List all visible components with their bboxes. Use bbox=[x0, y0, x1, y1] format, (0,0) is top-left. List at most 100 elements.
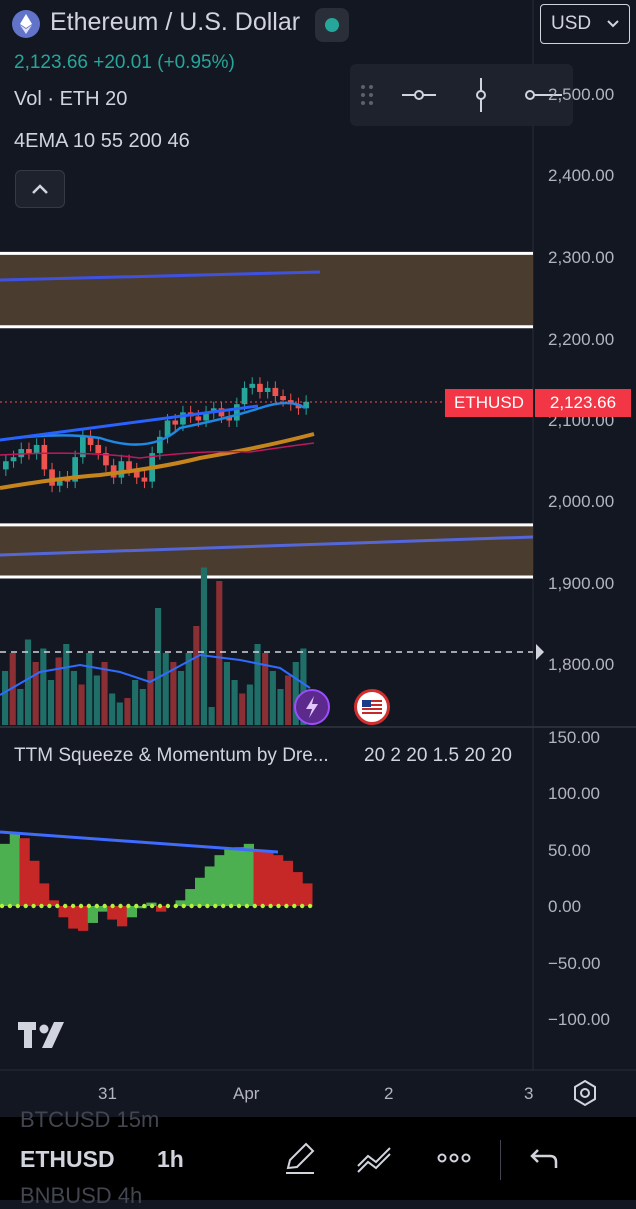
squeeze-dot bbox=[0, 903, 5, 909]
candle-body bbox=[195, 416, 202, 421]
indicator-title[interactable]: TTM Squeeze & Momentum by Dre... bbox=[14, 745, 329, 766]
momentum-bar bbox=[136, 906, 147, 909]
momentum-bar bbox=[243, 843, 254, 906]
candle-body bbox=[72, 457, 78, 482]
price-change-percent: (+0.95%) bbox=[157, 52, 235, 73]
squeeze-dot bbox=[284, 903, 289, 909]
squeeze-dot bbox=[189, 903, 194, 909]
volume-bar bbox=[262, 653, 269, 725]
volume-bar bbox=[292, 662, 299, 725]
momentum-bar bbox=[48, 900, 59, 906]
squeeze-dot bbox=[142, 903, 147, 909]
squeeze-dot bbox=[300, 903, 305, 909]
volume-bar bbox=[170, 662, 177, 725]
momentum-divergence-line bbox=[0, 830, 279, 854]
horizontal-ray-icon[interactable] bbox=[516, 74, 570, 116]
candle-body bbox=[10, 457, 17, 462]
squeeze-dot bbox=[276, 903, 281, 909]
volume-bar bbox=[109, 693, 116, 725]
time-axis-label: 3 bbox=[524, 1084, 534, 1103]
momentum-bar bbox=[214, 855, 225, 906]
chevron-down-icon bbox=[607, 20, 619, 28]
candle-body bbox=[234, 404, 240, 421]
indicator-params: 20 2 20 1.5 20 20 bbox=[364, 745, 512, 766]
squeeze-dot bbox=[78, 903, 84, 909]
momentum-bar bbox=[68, 906, 79, 929]
ema-10-line bbox=[0, 401, 306, 446]
candle-body bbox=[33, 444, 40, 454]
volume-bar bbox=[300, 648, 307, 725]
volume-ma-line bbox=[0, 653, 311, 696]
axis-price-tag: 2,123.66 bbox=[535, 389, 631, 417]
squeeze-dot bbox=[31, 903, 36, 909]
more-icon[interactable] bbox=[434, 1138, 474, 1178]
watchlist-ghost-item: BNBUSD 4h bbox=[20, 1183, 143, 1208]
price-readout: 2,123.66 +20.01 (+0.95%) bbox=[14, 52, 235, 74]
price-axis-label: 2,000.00 bbox=[548, 492, 615, 511]
ethereum-icon bbox=[12, 10, 40, 38]
chart-canvas[interactable] bbox=[0, 0, 636, 1117]
volume-bar bbox=[101, 662, 108, 725]
momentum-bar bbox=[253, 849, 264, 906]
squeeze-dot bbox=[118, 903, 123, 909]
candle-body bbox=[257, 383, 263, 392]
ema-legend[interactable]: 4EMA 10 55 200 46 bbox=[14, 130, 190, 152]
volume-bar bbox=[17, 689, 24, 725]
volume-bar bbox=[231, 680, 238, 725]
drag-handle-icon[interactable] bbox=[360, 84, 374, 106]
channel-line bbox=[0, 404, 259, 442]
momentum-bar bbox=[302, 883, 313, 906]
squeeze-dot bbox=[221, 903, 226, 909]
candle-body bbox=[241, 387, 248, 405]
candle-body bbox=[133, 469, 140, 478]
candle-body bbox=[180, 412, 186, 425]
vertical-line-icon[interactable] bbox=[454, 74, 508, 116]
squeeze-dot bbox=[244, 903, 250, 909]
collapse-legend-button[interactable] bbox=[15, 170, 65, 208]
candle-body bbox=[126, 461, 132, 470]
candle-body bbox=[226, 416, 232, 421]
trend-lines-icon[interactable] bbox=[354, 1138, 394, 1178]
volume-bar bbox=[86, 653, 93, 725]
volume-bar bbox=[124, 698, 131, 725]
volume-bar bbox=[155, 608, 162, 725]
squeeze-dot bbox=[134, 903, 139, 909]
active-timeframe[interactable]: 1h bbox=[157, 1146, 184, 1172]
price-axis-label: 1,900.00 bbox=[548, 574, 615, 593]
volume-bar bbox=[285, 675, 292, 725]
squeeze-dot bbox=[205, 903, 210, 909]
candle-body bbox=[141, 477, 148, 482]
symbol-title[interactable]: Ethereum / U.S. Dollar bbox=[50, 8, 301, 36]
momentum-bar bbox=[0, 843, 11, 906]
us-flag-event-icon[interactable] bbox=[354, 689, 390, 725]
price-axis-label: 2,400.00 bbox=[548, 166, 615, 185]
momentum-bar bbox=[273, 855, 284, 906]
flash-event-icon[interactable] bbox=[294, 689, 330, 725]
scroll-right-arrow bbox=[536, 644, 544, 660]
candle-body bbox=[295, 404, 302, 409]
candle-body bbox=[103, 453, 109, 466]
active-symbol[interactable]: ETHUSD bbox=[20, 1146, 115, 1172]
candle-body bbox=[264, 387, 271, 392]
undo-icon[interactable] bbox=[524, 1138, 564, 1178]
volume-legend[interactable]: Vol · ETH 20 bbox=[14, 88, 128, 110]
momentum-bar bbox=[78, 906, 89, 931]
volume-bar bbox=[132, 680, 139, 725]
price-axis-label: 2,500.00 bbox=[548, 85, 615, 104]
squeeze-dot bbox=[181, 903, 186, 909]
volume-bar bbox=[63, 644, 70, 725]
toolbar-separator bbox=[500, 1140, 501, 1180]
squeeze-dot bbox=[126, 903, 131, 909]
horizontal-line-icon[interactable] bbox=[392, 74, 446, 116]
momentum-bar bbox=[117, 906, 128, 927]
volume-bar bbox=[9, 653, 16, 725]
chart-settings-icon[interactable] bbox=[570, 1078, 600, 1108]
pencil-icon[interactable] bbox=[280, 1138, 320, 1178]
momentum-axis-label: 0.00 bbox=[548, 897, 582, 916]
squeeze-dot bbox=[157, 903, 163, 909]
currency-select[interactable]: USD bbox=[540, 4, 630, 44]
squeeze-dot bbox=[173, 903, 178, 909]
market-status-icon[interactable] bbox=[315, 8, 349, 42]
candle-body bbox=[26, 449, 32, 454]
squeeze-dot bbox=[23, 903, 28, 909]
